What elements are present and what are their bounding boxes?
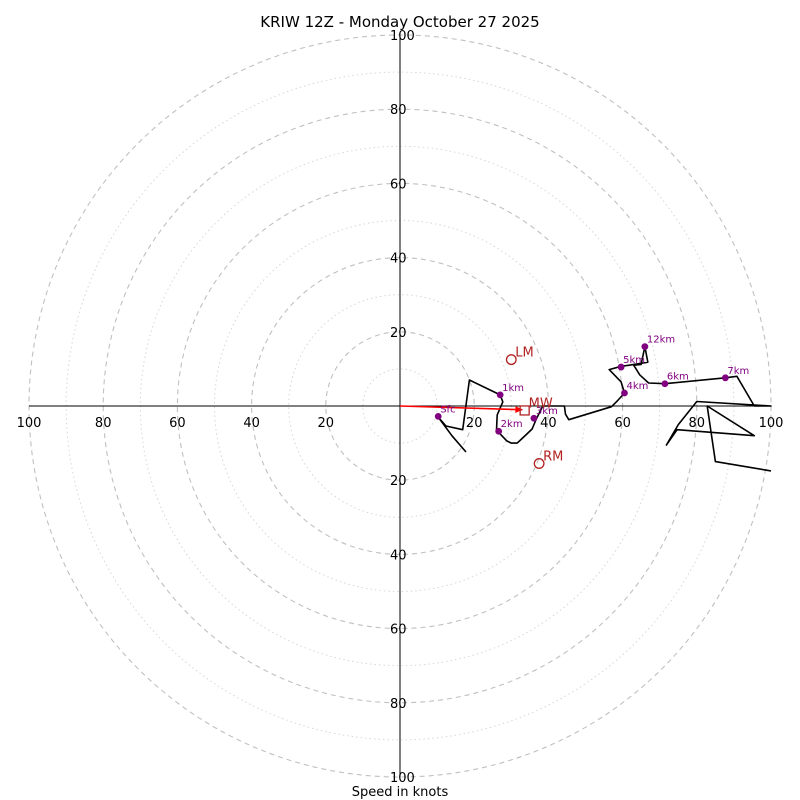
x-tick-label: 20 — [466, 416, 483, 431]
height-marker-label: 7km — [727, 366, 749, 377]
height-marker-label: 6km — [667, 372, 689, 383]
y-tick-label: 20 — [390, 474, 407, 489]
height-marker-dot — [621, 389, 628, 397]
height-marker-label: 12km — [647, 335, 675, 346]
height-marker-dot — [530, 414, 538, 422]
y-tick-label: 20 — [390, 326, 407, 341]
x-tick-label: 60 — [614, 416, 631, 431]
y-tick-label: 100 — [390, 29, 415, 44]
storm-motion-label: RM — [543, 450, 563, 465]
x-tick-label: 60 — [169, 416, 186, 431]
height-marker-dot — [496, 391, 504, 399]
x-tick-label: 40 — [540, 416, 557, 431]
storm-motion-markers: LM MW RM — [505, 346, 563, 469]
chart-title: KRIW 12Z - Monday October 27 2025 — [260, 13, 539, 31]
height-marker-label: 1km — [502, 383, 524, 394]
x-tick-label: 100 — [759, 416, 784, 431]
height-marker-dot — [434, 412, 442, 420]
storm-motion-marker — [505, 354, 517, 366]
y-tick-label: 80 — [390, 103, 407, 118]
height-marker-dot — [641, 343, 649, 351]
y-tick-label: 60 — [390, 177, 407, 192]
mean-wind-shaft — [399, 405, 523, 411]
x-tick-label: 80 — [95, 416, 112, 431]
height-marker-label: 5km — [623, 355, 645, 366]
storm-motion-marker — [533, 458, 545, 469]
x-tick-label: 20 — [318, 416, 335, 431]
x-tick-label: 80 — [689, 416, 706, 431]
y-tick-label: 40 — [390, 548, 407, 563]
mean-wind-arrowhead — [515, 406, 523, 413]
height-marker-label: Sfc — [440, 404, 455, 415]
height-marker-label: 2km — [501, 419, 523, 430]
y-tick-label: 60 — [390, 623, 407, 638]
height-marker-label: 4km — [626, 381, 648, 392]
x-tick-label: 40 — [243, 416, 260, 431]
y-tick-label: 40 — [390, 252, 407, 267]
height-marker-dot — [495, 427, 503, 435]
x-axis-label: Speed in knots — [352, 785, 449, 800]
storm-motion-label: MW — [529, 396, 553, 411]
storm-motion-label: LM — [515, 346, 533, 361]
y-tick-label: 100 — [390, 771, 415, 786]
mean-wind-vector — [399, 405, 523, 413]
height-marker-dot — [661, 380, 669, 388]
y-tick-label: 80 — [390, 697, 407, 712]
height-marker-label: 3km — [536, 406, 558, 417]
height-marker-dot — [617, 363, 625, 371]
height-marker-dot — [721, 374, 729, 382]
tick-labels: 100 80 60 40 20 20 40 60 80 100 100 80 60 40 20 20 40 60 8… — [17, 29, 784, 786]
height-markers: Sfc 1km 2km 3km 4km 5km 6km 7km 12km — [434, 335, 749, 435]
x-tick-label: 100 — [17, 416, 42, 431]
storm-motion-marker — [519, 405, 530, 416]
